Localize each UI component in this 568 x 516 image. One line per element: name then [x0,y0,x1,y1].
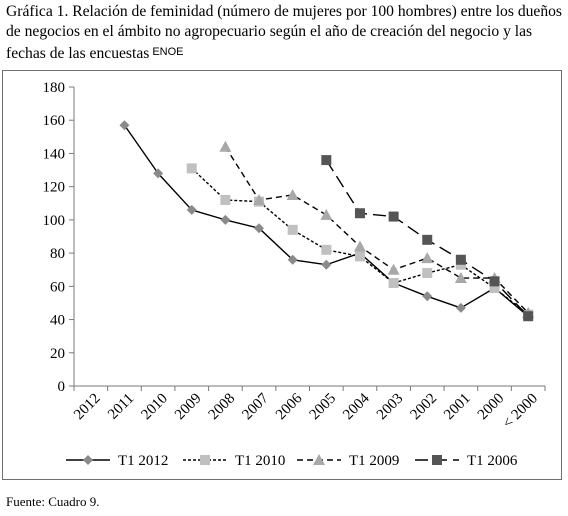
data-point [422,291,433,302]
data-point [421,252,434,264]
x-tick-label: 2008 [206,391,239,424]
legend-label: T1 2009 [349,453,399,469]
series-line [224,146,529,314]
y-tick-label: 20 [50,346,65,362]
data-point [220,214,231,225]
data-point [387,263,400,275]
y-tick-label: 180 [43,80,66,96]
x-tick-label: 2001 [441,391,474,424]
y-tick-label: 0 [58,379,66,395]
x-tick-label: 2005 [307,391,340,424]
data-point [354,251,365,262]
x-tick-label: 2011 [105,391,137,423]
y-tick-label: 40 [50,313,65,329]
data-point [489,282,500,293]
chart-frame [2,70,562,480]
y-tick-label: 100 [43,213,66,229]
data-point [354,208,365,219]
data-point [388,278,399,289]
chart-title-superscript: ENOE [152,46,184,58]
y-tick-label: 140 [43,146,66,162]
legend-marker [200,455,210,465]
data-point [422,268,433,279]
data-point [455,254,466,265]
data-point [321,259,332,270]
source-note: Fuente: Cuadro 9. [6,494,100,509]
data-point [454,272,467,284]
series-3 [219,140,535,318]
data-point [119,120,130,131]
legend-label: T1 2010 [235,453,285,469]
legend-marker [313,454,325,465]
x-tick-label: < 2000 [500,391,541,432]
series-line [123,124,529,317]
x-tick-label: 2004 [340,390,373,423]
data-point [353,240,366,252]
data-point [219,140,232,152]
y-tick-label: 60 [50,279,65,295]
legend-item: T1 2006 [415,453,518,469]
data-point [186,163,197,174]
x-tick-label: 2006 [273,390,306,423]
data-point [523,311,534,322]
data-point [422,234,433,245]
y-tick-label: 160 [43,113,66,129]
series-4 [321,155,534,322]
x-tick-label: 2003 [374,391,407,424]
data-point [455,302,466,313]
legend-item: T1 2010 [183,453,285,469]
data-point [489,276,500,287]
x-tick-label: 2012 [71,391,104,424]
data-point [253,193,266,205]
legend-marker [83,455,93,465]
legend-item: T1 2012 [66,453,168,469]
data-point [153,168,164,179]
data-point [254,223,265,234]
x-tick-label: 2002 [408,391,441,424]
data-point [287,254,298,265]
data-point [321,244,332,255]
data-point [321,155,332,166]
x-tick-label: 2007 [239,390,272,423]
chart-legend: T1 2012 T1 2010 T1 2009 T1 2006 [66,453,518,469]
y-tick-label: 80 [50,246,65,262]
data-point [388,211,399,222]
y-tick-label: 120 [43,180,66,196]
chart-title-text: Gráfica 1. Relación de feminidad (número… [6,3,562,62]
legend-marker [432,455,442,465]
legend-label: T1 2012 [118,453,168,469]
chart-title: Gráfica 1. Relación de feminidad (número… [6,2,562,64]
x-tick-label: 2009 [172,391,205,424]
data-point [220,194,231,205]
legend-item: T1 2009 [297,453,399,469]
legend-label: T1 2006 [467,453,518,469]
x-tick-label: 2010 [138,391,171,424]
data-point [186,204,197,215]
series-1 [119,120,534,322]
data-point [286,188,299,200]
data-point [287,224,298,235]
chart-series [119,120,535,322]
data-point [320,208,333,220]
